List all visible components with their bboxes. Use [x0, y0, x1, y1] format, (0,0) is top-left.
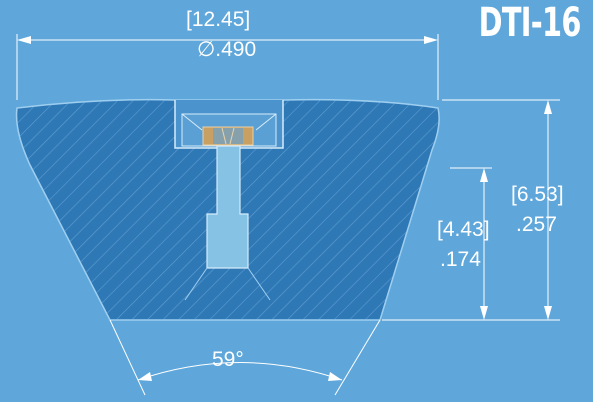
bore-height-in-label: .174: [440, 248, 481, 271]
angle-label: 59°: [212, 348, 244, 371]
page-title: DTI-16: [479, 0, 582, 46]
overall-height-in-label: .257: [516, 213, 557, 236]
width-in-label: ∅.490: [197, 38, 257, 61]
overall-height-mm-label: [6.53]: [511, 183, 564, 206]
bore-height-mm-label: [4.43]: [437, 218, 490, 241]
width-mm-label: [12.45]: [186, 8, 251, 31]
